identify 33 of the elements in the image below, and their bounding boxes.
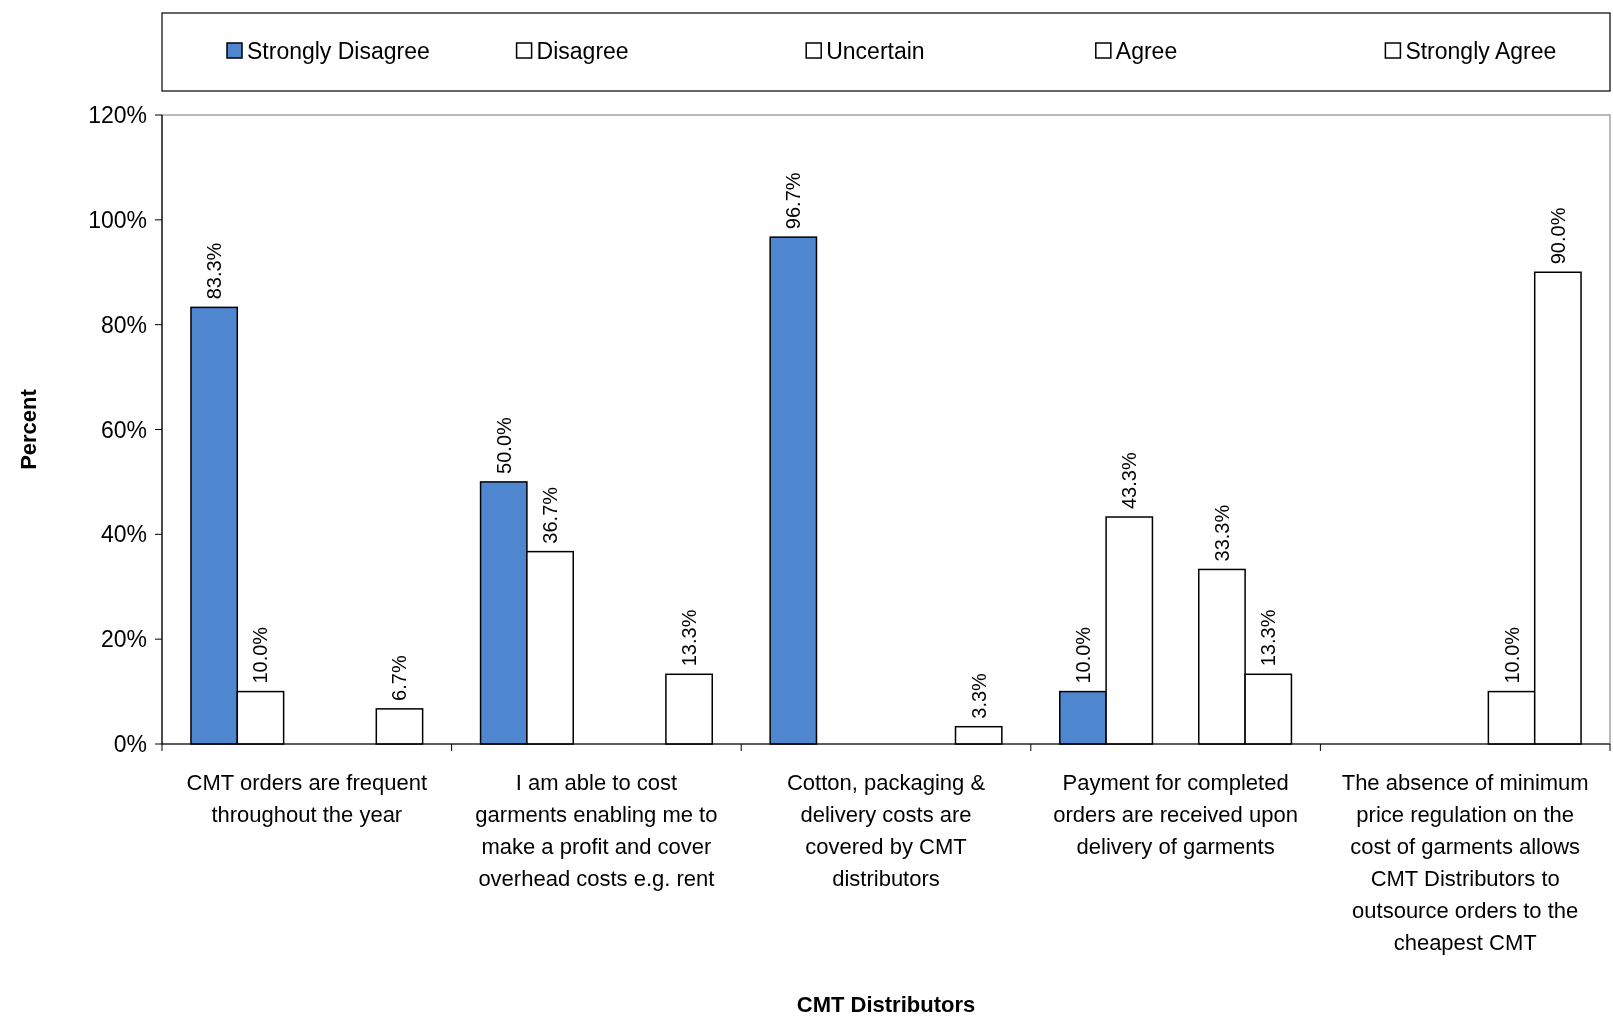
data-label: 33.3% [1210,504,1233,562]
x-tick-label: Payment for completed orders are received upon delivery of garments [1053,770,1298,859]
x-tick-label: CMT orders are frequent throughout the year [186,770,428,827]
y-tick-label: 80% [100,311,147,338]
data-label: 96.7% [782,172,805,230]
data-label: 6.7% [388,655,411,701]
data-label: 36.7% [539,486,562,544]
data-label: 10.0% [1071,626,1094,684]
y-tick-label: 120% [88,102,147,128]
legend-label: Strongly Disagree [247,38,430,64]
x-tick-label: Cotton, packaging & delivery costs are covered by CMT distributors [786,770,986,891]
legend-label: Agree [1115,38,1178,64]
y-tick-label: 0% [113,731,147,757]
y-tick-label: 40% [100,521,147,548]
data-label: 83.3% [203,242,226,300]
data-label: 50.0% [492,416,515,474]
y-axis-title: Percent [16,388,41,470]
data-label: 3.3% [967,672,990,719]
data-label: 10.0% [249,626,272,684]
x-tick-label: The absence of minimum price regulation on the cost of garments allows CMT Distributors to outsource orders to the cheapest CMT [1341,770,1589,955]
y-tick-label: 20% [100,626,147,653]
x-axis-title: CMT Distributors [796,992,976,1017]
data-label: 13.3% [1257,609,1280,667]
legend-label: Disagree [536,38,629,64]
data-label: 43.3% [1118,452,1141,510]
legend-label: Uncertain [826,38,925,64]
data-label: 90.0% [1546,207,1569,265]
data-label: 13.3% [678,609,701,667]
y-tick-label: 60% [100,416,147,443]
legend-label: Strongly Agree [1405,38,1557,64]
y-tick-label: 100% [88,206,147,233]
data-label: 10.0% [1500,626,1523,684]
x-tick-label: I am able to cost garments enabling me to make a profit and cover overhead costs e.g. rent [475,770,718,891]
